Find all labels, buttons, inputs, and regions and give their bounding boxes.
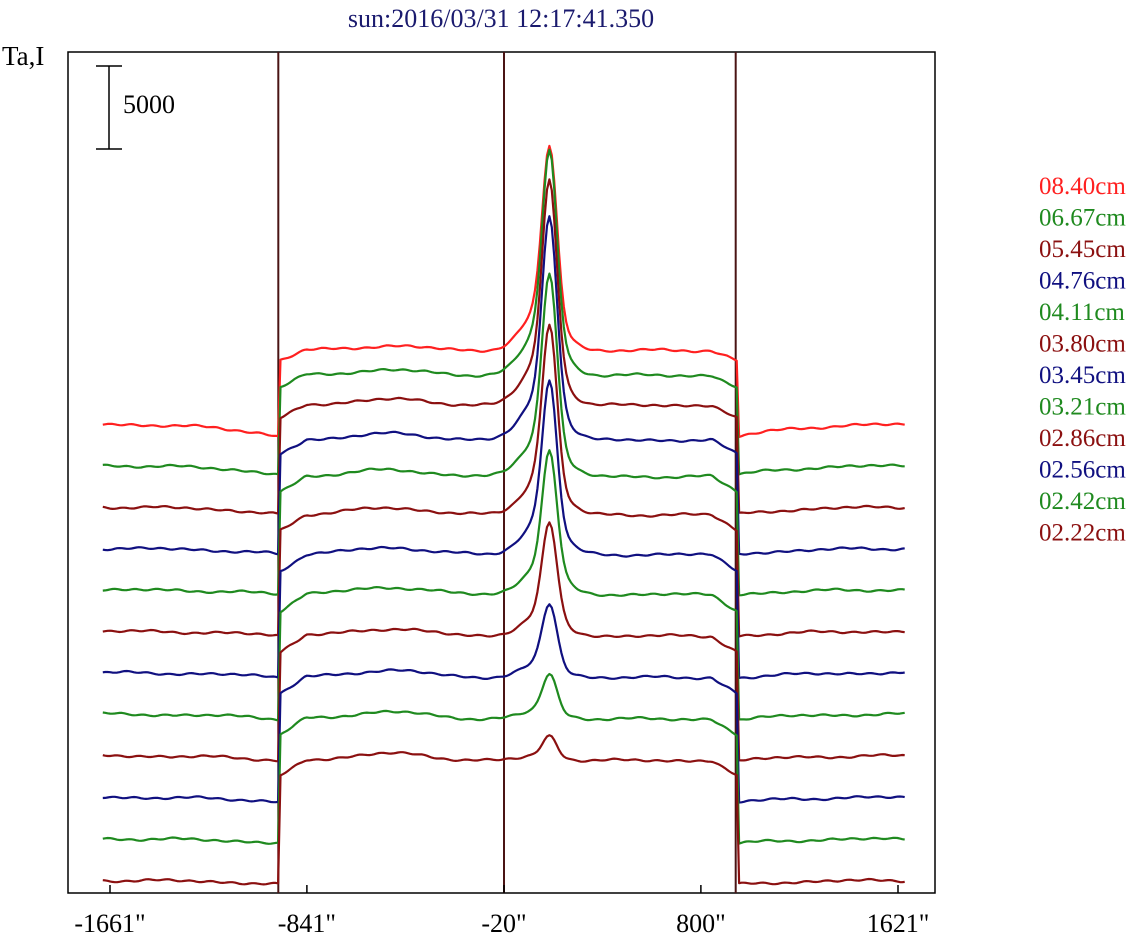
legend-entry-08.40cm: 08.40cm [1039, 173, 1126, 200]
legend-entry-06.67cm: 06.67cm [1039, 205, 1126, 232]
plot-frame [67, 51, 936, 894]
legend-entry-03.21cm: 03.21cm [1039, 394, 1126, 421]
legend-entry-03.80cm: 03.80cm [1039, 331, 1126, 358]
legend-entry-03.45cm: 03.45cm [1039, 362, 1126, 389]
series-line-03.45cm [102, 379, 905, 680]
x-tick-label-4: 800" [676, 909, 726, 938]
series-line-03.21cm [102, 449, 905, 722]
legend-entry-05.45cm: 05.45cm [1039, 236, 1126, 263]
legend-entry-04.11cm: 04.11cm [1039, 299, 1125, 326]
series-line-03.80cm [102, 323, 905, 638]
series-line-04.11cm [102, 272, 905, 597]
scale-bar: 5000 [96, 65, 175, 150]
x-tick-label-5: 1621" [867, 909, 930, 938]
chart-title: sun:2016/03/31 12:17:41.350 [348, 4, 654, 33]
legend-entry-02.86cm: 02.86cm [1039, 425, 1126, 452]
series-line-02.42cm [102, 672, 905, 845]
series-line-04.76cm [102, 215, 905, 556]
series-line-06.67cm [102, 148, 905, 476]
legend-entry-02.56cm: 02.56cm [1039, 457, 1126, 484]
x-tick-label-2: -841" [278, 909, 336, 938]
series-line-08.40cm [102, 144, 905, 439]
scale-bar-label: 5000 [123, 90, 175, 119]
legend-entry-02.42cm: 02.42cm [1039, 488, 1126, 515]
series-line-05.45cm [102, 178, 905, 515]
series-line-02.56cm [102, 603, 905, 804]
x-axis-ticks: -1661" -841" -20" 800" 1621" [74, 885, 929, 938]
x-tick-label-1: -1661" [74, 909, 145, 938]
legend: 08.40cm 06.67cm 05.45cm 04.76cm 04.11cm 03.80… [1039, 173, 1126, 547]
legend-entry-04.76cm: 04.76cm [1039, 268, 1126, 295]
x-tick-label-3: -20" [481, 909, 526, 938]
legend-entry-02.22cm: 02.22cm [1039, 520, 1126, 547]
series-line-02.22cm [102, 734, 905, 886]
y-axis-label: Ta,I [2, 41, 44, 71]
series-line-02.86cm [102, 521, 905, 763]
series-lines [102, 144, 905, 886]
